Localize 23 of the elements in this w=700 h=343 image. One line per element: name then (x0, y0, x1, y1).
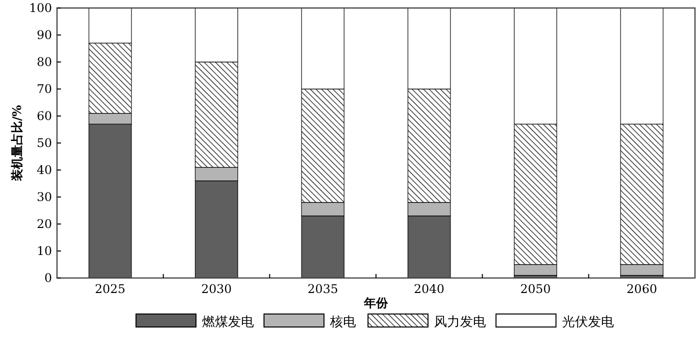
y-tick-label: 70 (36, 82, 52, 96)
x-tick-label: 2050 (520, 282, 551, 296)
x-axis-title: 年份 (363, 296, 389, 310)
y-tick-label: 80 (36, 55, 52, 69)
y-tick-label: 0 (44, 271, 52, 285)
legend-label: 光伏发电 (562, 315, 614, 330)
legend-label: 核电 (329, 315, 356, 330)
x-tick-label: 2030 (201, 282, 232, 296)
x-tick-label: 2040 (414, 282, 444, 296)
y-tick-label: 60 (36, 109, 52, 123)
y-tick-label: 10 (36, 244, 52, 258)
y-tick-label: 20 (36, 217, 52, 231)
legend-label: 燃煤发电 (202, 315, 254, 330)
x-tick-label: 2025 (94, 282, 126, 296)
y-tick-label: 100 (29, 1, 52, 15)
y-tick-label: 30 (36, 190, 52, 204)
y-axis-title: 装机量占比/% (10, 104, 24, 182)
y-tick-label: 50 (36, 136, 52, 150)
x-tick-label: 2035 (308, 282, 338, 296)
legend-label: 风力发电 (434, 315, 486, 330)
y-tick-label: 90 (36, 28, 52, 42)
x-tick-label: 2060 (626, 282, 658, 296)
y-tick-label: 40 (36, 163, 52, 177)
